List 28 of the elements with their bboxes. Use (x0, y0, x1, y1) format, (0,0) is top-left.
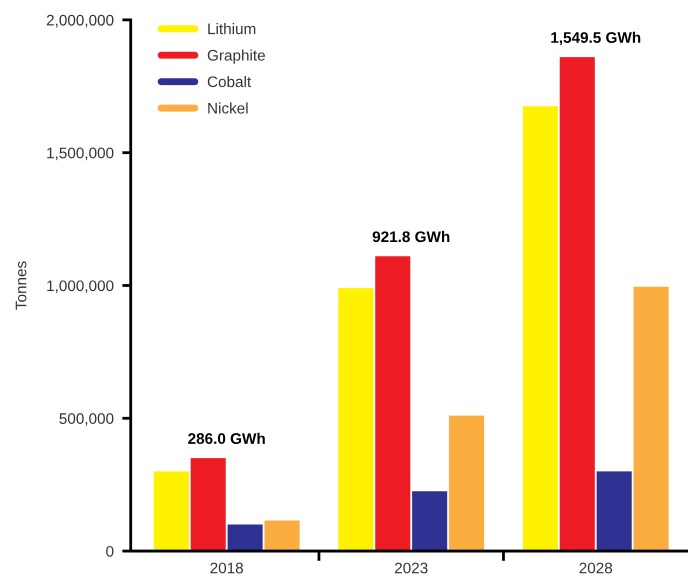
y-axis-title: Tonnes (16, 261, 26, 310)
bar (154, 471, 189, 552)
y-tick-label: 1,000,000 (47, 280, 114, 293)
legend-label: Lithium (208, 23, 256, 34)
y-tick-label: 500,000 (59, 413, 114, 426)
bar (449, 416, 484, 552)
legend-label: Nickel (208, 102, 248, 114)
bar (522, 106, 558, 552)
y-tick-label: 0 (106, 546, 114, 557)
bar (412, 491, 448, 552)
bar (264, 520, 300, 552)
bar (338, 288, 374, 552)
legend-label: Cobalt (208, 76, 252, 88)
annotation: 1,549.5 GWh (551, 32, 640, 46)
legend-label: Graphite (208, 49, 265, 64)
y-tick-label: 2,000,000 (46, 14, 114, 28)
bar (560, 57, 595, 552)
bar (228, 524, 263, 552)
bar (375, 256, 410, 552)
annotation: 286.0 GWh (188, 432, 265, 444)
bar (190, 458, 226, 552)
annotation: 921.8 GWh (372, 230, 450, 242)
x-tick-label: 2018 (210, 562, 244, 574)
bar (596, 471, 632, 552)
x-tick-label: 2028 (580, 562, 612, 574)
x-tick-label: 2023 (394, 562, 428, 574)
y-tick-label: 1,500,000 (47, 148, 114, 160)
bar (634, 286, 669, 552)
